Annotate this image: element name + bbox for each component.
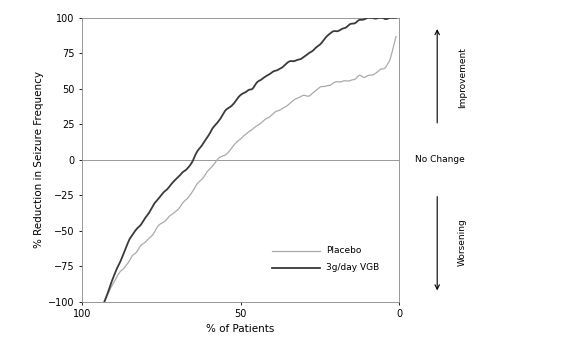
- Text: Worsening: Worsening: [458, 218, 467, 266]
- Text: Improvement: Improvement: [458, 47, 467, 108]
- X-axis label: % of Patients: % of Patients: [207, 323, 275, 334]
- Text: 3g/day VGB: 3g/day VGB: [326, 263, 380, 272]
- Text: Placebo: Placebo: [326, 246, 362, 255]
- Text: No Change: No Change: [415, 155, 465, 164]
- Y-axis label: % Reduction in Seizure Frequency: % Reduction in Seizure Frequency: [34, 71, 44, 248]
